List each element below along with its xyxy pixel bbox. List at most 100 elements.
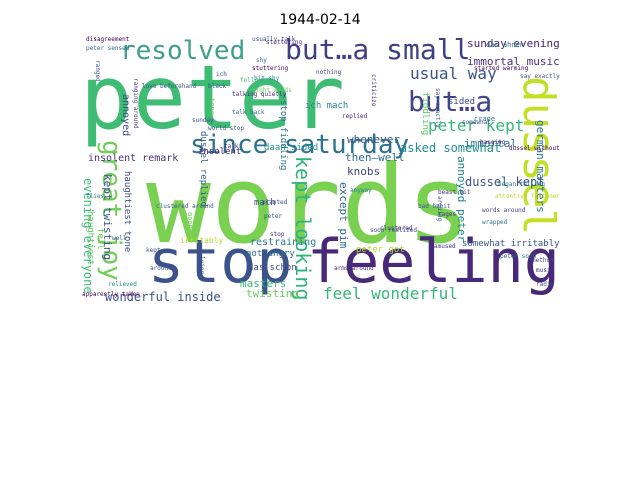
cloud-word: talk back [232, 109, 265, 116]
cloud-word: kept [146, 247, 161, 254]
cloud-word: attentive listener [495, 193, 560, 200]
cloud-word: started warming [474, 65, 529, 72]
cloud-word: somewhat [462, 119, 491, 126]
cloud-word: apparently taken [82, 291, 140, 298]
cloud-word: say exactly [520, 73, 560, 80]
cloud-word: arguing [436, 196, 443, 222]
cloud-word: anyway [350, 187, 372, 194]
cloud-word: peter got [356, 245, 405, 255]
cloud-word: hanging [480, 139, 506, 146]
cloud-word: usual way [410, 64, 497, 83]
cloud-word: stuttering [266, 39, 303, 46]
cloud-word: method [532, 257, 554, 264]
cloud-word: immortal music [467, 55, 560, 68]
cloud-word: stop fiddling [278, 100, 288, 171]
cloud-word: following [240, 77, 273, 84]
cloud-word: peter [80, 46, 345, 149]
cloud-word: say exactly [434, 88, 441, 128]
cloud-word: crane [474, 115, 496, 123]
cloud-word: black [208, 83, 227, 90]
cloud-word: sunday [192, 117, 214, 124]
cloud-word: masters [240, 277, 287, 290]
cloud-word: world stop [208, 125, 245, 132]
cloud-word: knobs [347, 165, 381, 178]
cloud-word: resolved [120, 36, 246, 66]
cloud-word: das ahnen [486, 41, 524, 49]
cloud-word: dussel without [509, 145, 560, 152]
cloud-word: stuttering [252, 65, 289, 72]
cloud-word: usually talk [252, 36, 296, 43]
cloud-word: words around [482, 207, 526, 214]
cloud-word: wonderful inside [105, 290, 221, 304]
cloud-word: beast bit [438, 189, 471, 196]
cloud-word: talk [224, 143, 239, 150]
cloud-word: irritably [180, 236, 224, 245]
cloud-word: restraining [250, 237, 317, 248]
cloud-word: criticize [370, 74, 377, 107]
cloud-word: twisting [246, 287, 299, 300]
cloud-word: bad habit [418, 203, 451, 210]
cloud-word: relieved [108, 281, 137, 288]
cloud-word: tone [208, 98, 216, 115]
cloud-word: well [112, 235, 127, 242]
cloud-word: rages [438, 211, 457, 218]
cloud-word: mach [254, 198, 276, 208]
chart-title: 1944-02-14 [279, 12, 361, 28]
cloud-word: words [146, 143, 472, 268]
cloud-word: sided [448, 97, 476, 107]
cloud-word: peter [264, 213, 283, 220]
cloud-word: peter kept [428, 116, 525, 135]
word-cloud: peter words feeling stop dussel since saturda… [80, 36, 560, 306]
cloud-word: das schon [248, 263, 297, 273]
cloud-word: nothing [316, 69, 342, 76]
cloud-word: flies [86, 193, 105, 200]
cloud-word: wrapped [482, 219, 508, 226]
cloud-word: got angry [246, 249, 295, 259]
cloud-word: fiddling [420, 92, 430, 136]
cloud-word: planted [262, 199, 288, 206]
cloud-word: good [186, 212, 194, 229]
cloud-word: annoyed [120, 94, 131, 137]
cloud-word: then—well [345, 151, 405, 164]
cloud-word: but…a small [285, 36, 471, 66]
cloud-word: amused [434, 243, 456, 250]
cloud-word: haughtiest [85, 211, 95, 266]
cloud-word: feel wonderful [323, 284, 458, 303]
cloud-word: daan sided [264, 143, 319, 153]
cloud-word: ranged [94, 60, 101, 82]
cloud-word: insolent [198, 147, 242, 157]
cloud-word: stop [270, 231, 285, 238]
cloud-word: but…a [408, 85, 493, 118]
cloud-word: love beforehand [142, 83, 197, 90]
cloud-word: immortal [464, 137, 517, 150]
cloud-word: whenever [347, 133, 400, 146]
cloud-word: insolent remark [88, 153, 179, 164]
cloud-word: bit shy [254, 75, 280, 82]
cloud-word: except pim [337, 182, 350, 249]
cloud-word: radio [536, 281, 555, 288]
cloud-word: feeling [307, 227, 560, 297]
cloud-word: peter soon [500, 253, 537, 260]
cloud-word: talking quietly [232, 91, 287, 98]
cloud-word: stop [148, 227, 293, 297]
cloud-word: dussel replied [198, 131, 208, 207]
cloud-word: music [536, 267, 555, 274]
cloud-word: somewhat irritably [462, 239, 560, 249]
cloud-word: around [150, 265, 172, 272]
cloud-word: ranging around [132, 78, 139, 129]
cloud-word: clustered [380, 225, 413, 232]
cloud-word: shy [256, 57, 267, 64]
cloud-word: soon realized [370, 227, 417, 234]
cloud-word: dussel kept [465, 175, 545, 189]
cloud-word: asked somewhat [400, 141, 502, 155]
cloud-word: lying [198, 256, 205, 275]
cloud-word: since saturday [190, 130, 410, 160]
cloud-word: right words [252, 87, 292, 94]
cloud-word: ich [216, 71, 227, 78]
cloud-word: kept looking [291, 156, 315, 301]
cloud-word: clustered around [156, 203, 214, 210]
cloud-word: annoyed peter [455, 156, 468, 243]
cloud-word: arms around [334, 265, 374, 272]
cloud-word: replied [342, 113, 368, 120]
cloud-word: disagreement [86, 36, 130, 43]
